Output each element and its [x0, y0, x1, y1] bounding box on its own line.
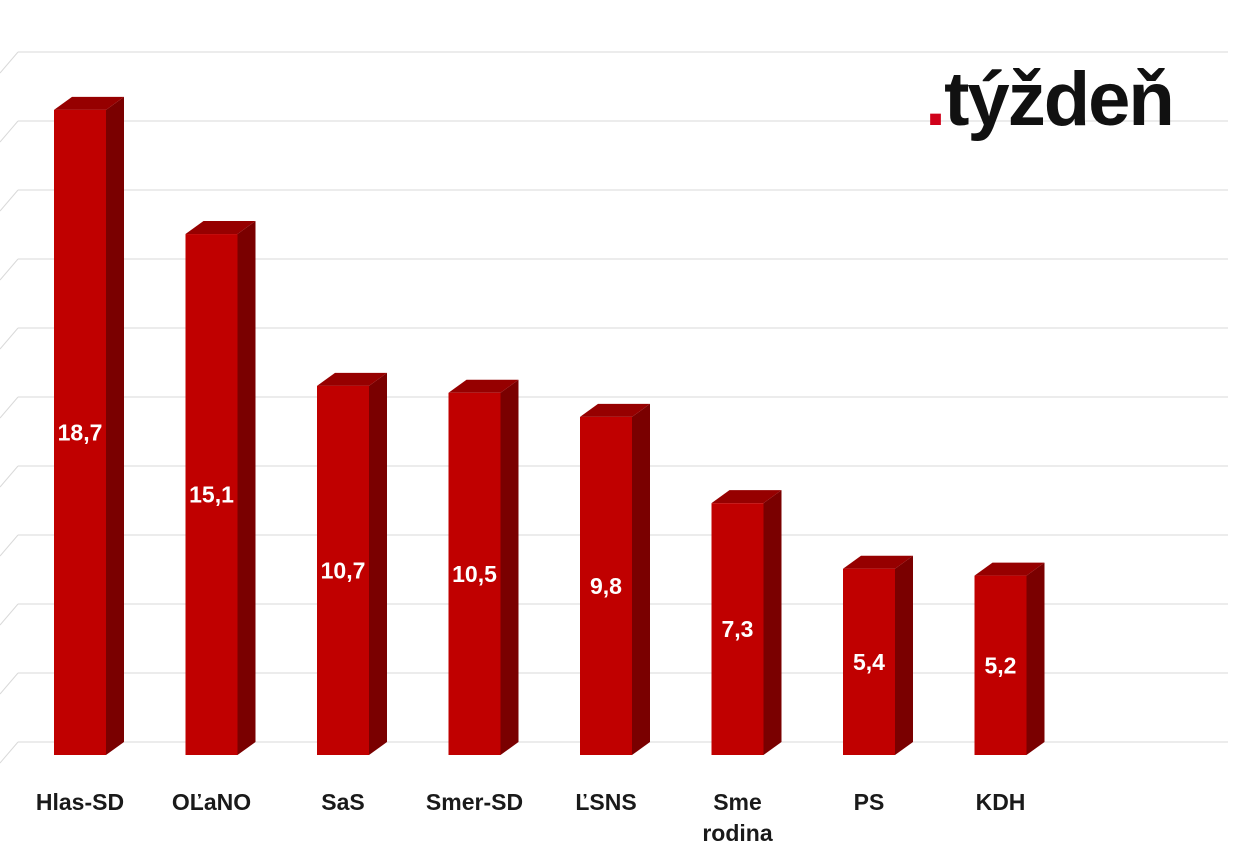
data-label: 10,5	[452, 561, 497, 587]
bar-front	[54, 109, 106, 756]
gridline-wall	[0, 534, 19, 557]
bars: 18,7 15,1 10,7 10,5 9,8 7,3 5,4 5,2	[54, 96, 1045, 756]
gridline-wall	[0, 672, 19, 695]
gridline-wall	[0, 189, 19, 212]
bar-top	[580, 403, 650, 417]
gridline-wall	[0, 465, 19, 488]
bar-front	[843, 568, 895, 755]
bar-front	[974, 575, 1027, 755]
category-label: SaS	[321, 789, 364, 815]
bar-front	[580, 416, 632, 755]
bar-top	[185, 221, 256, 235]
bar: 5,2	[974, 562, 1045, 755]
bar-front	[448, 392, 501, 755]
bar: 9,8	[580, 403, 650, 755]
data-label: 9,8	[590, 573, 622, 599]
gridline-wall	[0, 396, 19, 419]
bar-side	[632, 403, 650, 755]
gridline-wall	[0, 120, 19, 143]
brand-logo-text: týždeň	[944, 57, 1175, 142]
bar-top	[843, 555, 913, 569]
bar: 10,7	[317, 372, 387, 755]
category-label: PS	[854, 789, 885, 815]
data-label: 15,1	[189, 482, 234, 508]
bar-side	[106, 96, 124, 756]
bar-side	[763, 490, 782, 755]
bar-front	[185, 234, 238, 756]
data-label: 10,7	[321, 557, 366, 583]
bar-top	[711, 490, 782, 504]
data-label: 18,7	[58, 419, 103, 445]
category-label: Sme rodina	[702, 789, 772, 846]
bar-side	[237, 221, 256, 756]
brand-logo-dot: .	[925, 57, 946, 142]
gridline-wall	[0, 327, 19, 350]
bar-top	[317, 372, 387, 386]
data-label: 7,3	[722, 616, 754, 642]
category-label: Hlas-SD	[36, 789, 124, 815]
data-label: 5,4	[853, 649, 885, 675]
category-label: ĽSNS	[575, 789, 636, 815]
bar-side	[369, 372, 387, 755]
bar: 5,4	[843, 555, 913, 755]
category-label: OĽaNO	[172, 789, 251, 815]
category-label: KDH	[976, 789, 1026, 815]
bar-top	[54, 96, 124, 110]
bar-side	[895, 555, 913, 755]
brand-logo: .týždeň	[925, 62, 1175, 138]
gridline-wall	[0, 51, 19, 74]
bar-side	[1026, 562, 1045, 755]
bar-front	[317, 385, 369, 755]
bar: 10,5	[448, 379, 519, 755]
bar: 15,1	[185, 221, 256, 756]
gridline-wall	[0, 741, 19, 764]
gridline-wall	[0, 258, 19, 281]
bar-side	[500, 379, 519, 755]
bar-top	[448, 379, 519, 393]
gridline-wall	[0, 603, 19, 626]
bar: 18,7	[54, 96, 124, 756]
category-label: Smer-SD	[426, 789, 523, 815]
bar-top	[974, 562, 1045, 576]
data-label: 5,2	[985, 652, 1017, 678]
bar: 7,3	[711, 490, 782, 755]
bar-front	[711, 503, 764, 755]
